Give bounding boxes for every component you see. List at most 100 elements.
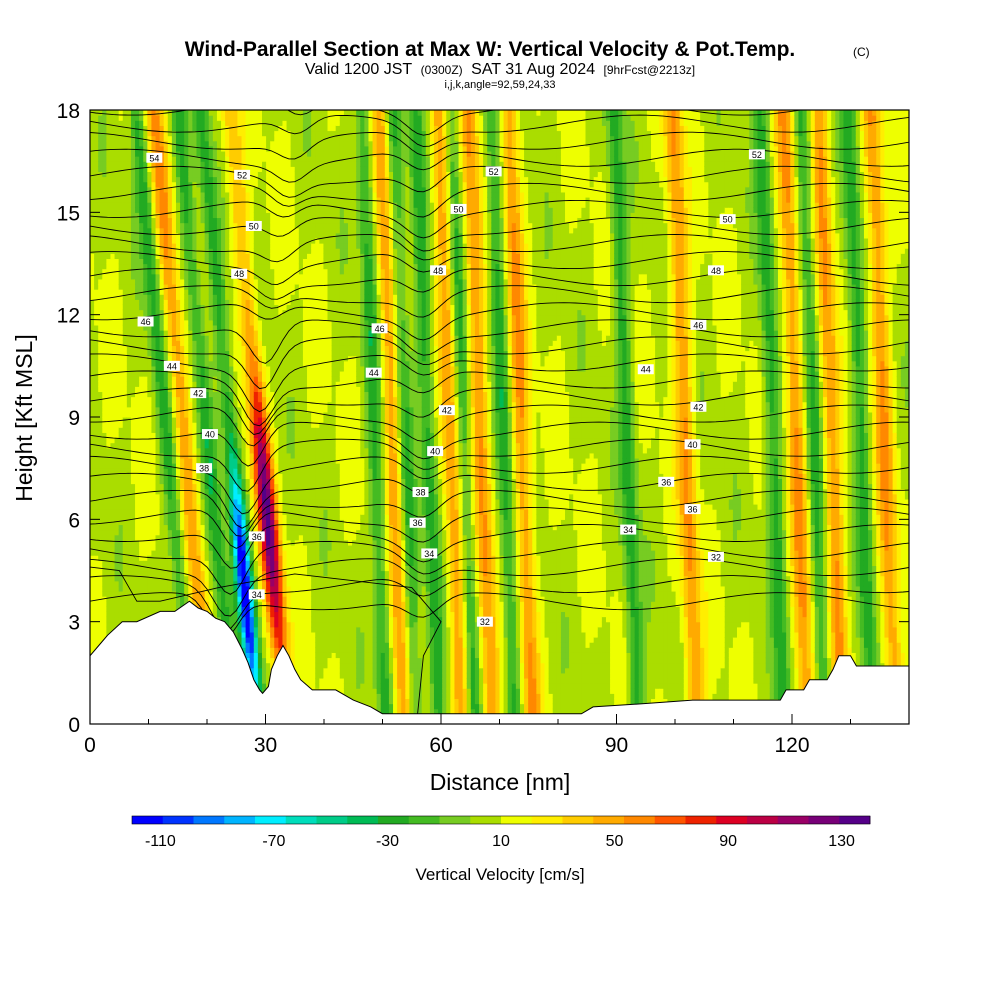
velocity-cell <box>180 519 185 526</box>
velocity-cell <box>212 304 218 311</box>
velocity-cell <box>139 493 144 500</box>
velocity-cell <box>143 427 148 433</box>
velocity-cell <box>175 345 181 352</box>
velocity-cell <box>110 191 116 198</box>
velocity-cell <box>249 243 255 249</box>
velocity-cell <box>196 529 202 536</box>
velocity-cell <box>130 447 136 454</box>
velocity-cell <box>139 478 144 485</box>
velocity-cell <box>225 386 230 393</box>
velocity-cell <box>102 585 107 592</box>
velocity-cell <box>175 273 181 280</box>
velocity-cell <box>98 370 103 377</box>
velocity-cell <box>110 452 116 459</box>
velocity-cell <box>163 145 169 152</box>
velocity-cell <box>237 539 243 546</box>
velocity-cell <box>221 498 226 505</box>
velocity-cell <box>245 314 251 321</box>
velocity-cell <box>110 283 116 290</box>
velocity-cell <box>135 340 140 346</box>
velocity-cell <box>143 503 148 510</box>
velocity-cell <box>229 452 234 459</box>
velocity-cell <box>126 596 132 602</box>
velocity-cell <box>212 544 218 551</box>
velocity-cell <box>233 498 239 505</box>
velocity-cell <box>192 202 198 208</box>
velocity-cell <box>159 145 165 152</box>
velocity-cell <box>204 263 210 270</box>
velocity-cell <box>229 243 234 249</box>
velocity-cell <box>163 427 169 433</box>
velocity-cell <box>90 309 95 316</box>
velocity-cell <box>94 350 99 357</box>
velocity-cell <box>151 381 157 387</box>
velocity-cell <box>155 130 161 137</box>
velocity-cell <box>249 565 255 572</box>
velocity-cell <box>110 212 116 219</box>
velocity-cell <box>184 289 189 295</box>
velocity-cell <box>139 427 144 433</box>
velocity-cell <box>241 237 247 244</box>
velocity-cell <box>118 207 124 213</box>
velocity-cell <box>155 493 161 500</box>
velocity-cell <box>135 176 140 183</box>
velocity-cell <box>143 161 148 167</box>
velocity-cell <box>118 606 124 613</box>
velocity-cell <box>163 539 169 546</box>
velocity-cell <box>130 422 136 428</box>
velocity-cell <box>237 130 243 137</box>
velocity-cell <box>253 330 259 336</box>
velocity-cell <box>143 488 148 495</box>
velocity-cell <box>208 181 214 188</box>
velocity-cell <box>253 565 259 572</box>
velocity-cell <box>241 483 247 490</box>
velocity-cell <box>192 539 198 546</box>
velocity-cell <box>102 396 107 403</box>
velocity-cell <box>159 248 165 254</box>
velocity-cell <box>151 345 157 352</box>
velocity-cell <box>237 278 243 285</box>
velocity-cell <box>257 488 263 495</box>
velocity-cell <box>139 222 144 229</box>
velocity-cell <box>245 345 251 352</box>
velocity-cell <box>196 473 202 479</box>
velocity-cell <box>200 283 206 290</box>
velocity-cell <box>237 283 243 290</box>
velocity-cell <box>159 135 165 142</box>
velocity-cell <box>110 529 116 536</box>
velocity-cell <box>204 473 210 479</box>
velocity-cell <box>159 544 165 551</box>
velocity-cell <box>159 376 165 382</box>
velocity-cell <box>106 335 112 341</box>
velocity-cell <box>188 442 193 449</box>
velocity-cell <box>167 468 173 474</box>
velocity-cell <box>245 386 251 393</box>
velocity-cell <box>257 417 263 423</box>
velocity-cell <box>114 544 120 551</box>
velocity-cell <box>90 202 95 208</box>
velocity-cell <box>196 207 202 213</box>
velocity-cell <box>159 243 165 249</box>
velocity-cell <box>245 427 251 433</box>
velocity-cell <box>221 212 226 219</box>
velocity-cell <box>208 176 214 183</box>
velocity-cell <box>143 519 148 526</box>
velocity-cell <box>216 150 222 157</box>
velocity-cell <box>200 498 206 505</box>
velocity-cell <box>135 243 140 249</box>
velocity-cell <box>204 565 210 572</box>
velocity-cell <box>212 360 218 367</box>
velocity-cell <box>204 417 210 423</box>
velocity-cell <box>241 135 247 142</box>
velocity-cell <box>237 350 243 357</box>
velocity-cell <box>163 457 169 464</box>
velocity-cell <box>233 565 239 572</box>
velocity-cell <box>237 493 243 500</box>
velocity-cell <box>155 376 161 382</box>
velocity-cell <box>135 524 140 531</box>
velocity-cell <box>204 514 210 520</box>
velocity-cell <box>245 616 251 623</box>
velocity-cell <box>151 232 157 239</box>
velocity-cell <box>114 417 120 423</box>
velocity-cell <box>159 519 165 526</box>
